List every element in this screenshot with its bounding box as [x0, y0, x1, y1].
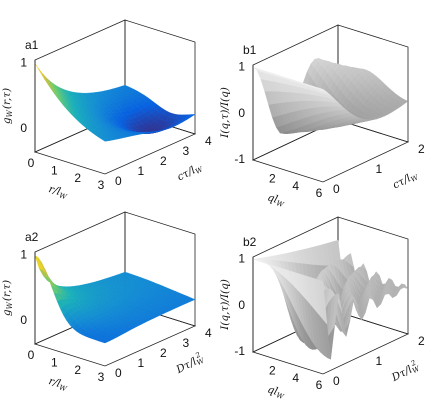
z-tick-label: 0 — [20, 313, 27, 327]
x-tick-label: 0 — [28, 156, 35, 170]
panel-label-b1: b1 — [243, 43, 257, 57]
x-axis-label: r/lW — [47, 375, 70, 393]
surface-patch — [101, 339, 110, 344]
z-tick-label: 1 — [20, 247, 27, 261]
y-tick-label: 2 — [160, 154, 167, 168]
z-tick-label: 1 — [238, 59, 245, 73]
y-tick-label: 1 — [376, 162, 383, 176]
y-tick-label: 2 — [418, 334, 425, 348]
z-tick-label: -1 — [234, 344, 245, 358]
y-tick-label: 0 — [333, 374, 340, 388]
panel-b2: -1 0 1 2 4 6 2 1 0 I(q,τ)/I(q) qlW Dτ/lW2 b2 — [219, 216, 425, 401]
z-tick-label: 1 — [20, 55, 27, 69]
x-tick-label: 2 — [269, 364, 276, 378]
surface — [34, 254, 196, 344]
y-axis-label: Dτ/lW2 — [388, 358, 422, 385]
y-tick-label: 2 — [160, 346, 167, 360]
y-axis-label: cτ/lW — [175, 161, 205, 185]
x-tick-label: 1 — [51, 164, 58, 178]
x-tick-label: 3 — [98, 370, 105, 384]
y-tick-label: 2 — [418, 142, 425, 156]
x-tick-label: 4 — [292, 179, 299, 193]
x-tick-label: 3 — [98, 178, 105, 192]
surface — [252, 58, 409, 134]
z-tick-label: 0 — [238, 106, 245, 120]
x-tick-label: 0 — [28, 348, 35, 362]
y-tick-label: 1 — [376, 354, 383, 368]
y-axis-label: cτ/lW — [391, 169, 421, 193]
y-tick-label: 3 — [183, 336, 190, 350]
z-tick-label: 0 — [238, 298, 245, 312]
y-tick-label: 4 — [205, 326, 212, 340]
x-axis-label: qlW — [266, 191, 287, 209]
x-tick-label: 1 — [51, 356, 58, 370]
panel-a1: 0 1 0 1 2 3 4 3 2 1 0 gW (r,τ) r/lW cτ/lW a1 — [1, 19, 212, 201]
panel-label-a1: a1 — [25, 38, 39, 52]
z-axis-label: I(q,τ)/I(q) — [219, 279, 231, 331]
z-axis-label: gW (r,τ) — [1, 280, 14, 316]
z-tick-label: -1 — [234, 152, 245, 166]
x-axis-label: qlW — [266, 383, 287, 401]
x-tick-label: 4 — [292, 371, 299, 385]
x-tick-label: 2 — [74, 363, 81, 377]
x-tick-label: 6 — [316, 378, 323, 392]
y-tick-label: 1 — [138, 356, 145, 370]
x-tick-label: 6 — [316, 186, 323, 200]
surface-patch — [319, 88, 328, 93]
surface-patch — [319, 280, 328, 325]
z-axis-label: gW (r,τ) — [1, 88, 14, 124]
y-tick-label: 3 — [183, 144, 190, 158]
z-axis-label: I(q,τ)/I(q) — [219, 87, 231, 139]
panel-a2: 0 1 0 1 2 3 4 3 2 1 0 gW (r,τ) r/lW Dτ/lW2 a2 — [1, 211, 212, 393]
y-axis-label: Dτ/lW2 — [173, 350, 207, 377]
z-tick-label: 1 — [238, 251, 245, 265]
panel-b1: -1 0 1 2 4 6 2 1 0 I(q,τ)/I(q) qlW cτ/lW b1 — [219, 24, 425, 209]
x-tick-label: 2 — [269, 172, 276, 186]
y-tick-label: 0 — [333, 182, 340, 196]
y-tick-label: 0 — [115, 174, 122, 188]
x-axis-label: r/lW — [47, 183, 70, 201]
floor — [251, 119, 410, 183]
z-tick-label: 0 — [20, 121, 27, 135]
y-tick-label: 0 — [115, 366, 122, 380]
y-tick-label: 4 — [205, 134, 212, 148]
surface-patch — [101, 138, 110, 142]
x-tick-label: 2 — [74, 171, 81, 185]
panel-label-a2: a2 — [25, 230, 39, 244]
surface — [34, 63, 196, 142]
panel-label-b2: b2 — [243, 235, 257, 249]
y-tick-label: 1 — [138, 164, 145, 178]
surface — [252, 239, 409, 360]
